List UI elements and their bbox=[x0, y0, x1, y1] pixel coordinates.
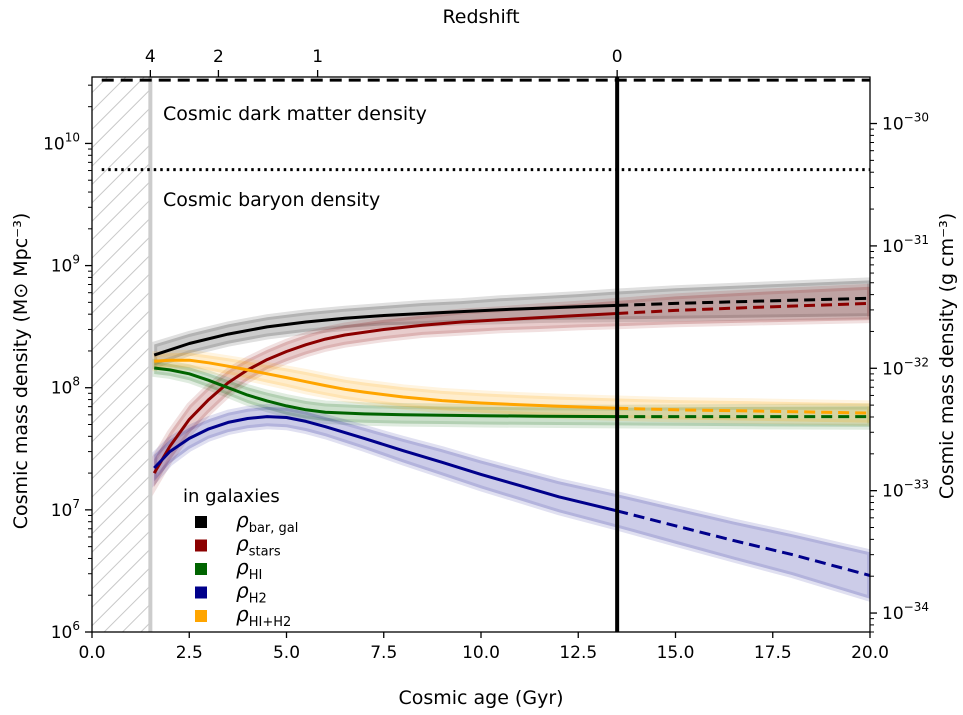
dark-matter-annotation: Cosmic dark matter density bbox=[163, 103, 427, 125]
x-tick-label: 15.0 bbox=[657, 643, 695, 663]
legend-swatch-HI bbox=[195, 563, 207, 575]
line-stars bbox=[152, 312, 618, 474]
redshift-tick-label: 4 bbox=[145, 47, 156, 67]
band-H2 bbox=[151, 403, 870, 602]
x-tick-label: 0.0 bbox=[78, 643, 105, 663]
legend-swatch-H2 bbox=[195, 586, 207, 599]
line-HI+H2 bbox=[154, 358, 618, 410]
legend-label-HI: ρHI bbox=[236, 555, 262, 583]
left-y-axis-label: Cosmic mass density (M⊙ Mpc⁻³) bbox=[10, 213, 32, 529]
redshift-tick-label: 0 bbox=[612, 47, 623, 67]
legend-label-stars: ρstars bbox=[236, 532, 281, 560]
x-tick-label: 17.5 bbox=[754, 643, 792, 663]
redshift-axis-label: Redshift bbox=[442, 6, 519, 28]
redshift-axis-ticks: 4 2 1 0 bbox=[145, 47, 623, 77]
line-bar_gal-projection bbox=[617, 296, 870, 307]
y-tick-label: 107 bbox=[51, 497, 80, 521]
right-y-tick-label: 10−33 bbox=[882, 478, 929, 502]
reference-lines bbox=[101, 78, 870, 172]
x-tick-label: 20.0 bbox=[851, 643, 889, 663]
excluded-hatch bbox=[92, 77, 151, 632]
y-tick-label: 108 bbox=[51, 375, 80, 399]
right-y-tick-label: 10−32 bbox=[882, 355, 929, 379]
line-HI+H2-projection bbox=[617, 406, 870, 415]
legend-swatch-bar_gal bbox=[195, 516, 207, 528]
excluded-region bbox=[92, 77, 153, 632]
legend-swatch-HI+H2 bbox=[195, 610, 207, 622]
line-stars-projection bbox=[617, 301, 870, 315]
right-y-axis-label: Cosmic mass density (g cm⁻³) bbox=[936, 213, 958, 499]
x-tick-label: 12.5 bbox=[559, 643, 597, 663]
right-y-tick-label: 10−31 bbox=[882, 233, 929, 257]
line-HI bbox=[154, 366, 618, 419]
y-tick-label: 1010 bbox=[43, 130, 80, 154]
legend-title: in galaxies bbox=[183, 486, 280, 507]
legend-swatch-stars bbox=[195, 539, 207, 552]
x-axis-ticks: 0.0 2.5 5.0 7.5 10.0 12.5 15.0 17.5 20.0 bbox=[78, 632, 889, 663]
band-HI+H2 bbox=[151, 349, 870, 426]
x-tick-label: 2.5 bbox=[176, 643, 203, 663]
line-bar_gal bbox=[153, 303, 618, 357]
redshift-tick-label: 1 bbox=[312, 47, 323, 67]
left-y-axis-ticks: 106 107 108 109 1010 bbox=[43, 84, 92, 643]
right-y-tick-label: 10−30 bbox=[882, 111, 929, 135]
x-tick-label: 10.0 bbox=[462, 643, 500, 663]
x-axis-label: Cosmic age (Gyr) bbox=[398, 687, 563, 709]
legend-label-H2: ρH2 bbox=[236, 579, 267, 607]
line-H2-projection bbox=[616, 509, 870, 577]
legend-label-HI+H2: ρHI+H2 bbox=[236, 602, 291, 630]
series-lines bbox=[152, 296, 870, 577]
baryon-annotation: Cosmic baryon density bbox=[163, 189, 380, 211]
right-y-tick-label: 10−34 bbox=[882, 600, 929, 624]
legend-label-bar_gal: ρbar, gal bbox=[236, 508, 298, 536]
line-H2 bbox=[153, 415, 618, 513]
y-tick-label: 106 bbox=[51, 619, 80, 643]
y-tick-label: 109 bbox=[51, 253, 80, 277]
x-tick-label: 5.0 bbox=[273, 643, 300, 663]
right-y-axis-ticks: 10−34 10−33 10−32 10−31 10−30 bbox=[870, 111, 929, 633]
x-tick-label: 7.5 bbox=[370, 643, 397, 663]
redshift-tick-label: 2 bbox=[213, 47, 224, 67]
